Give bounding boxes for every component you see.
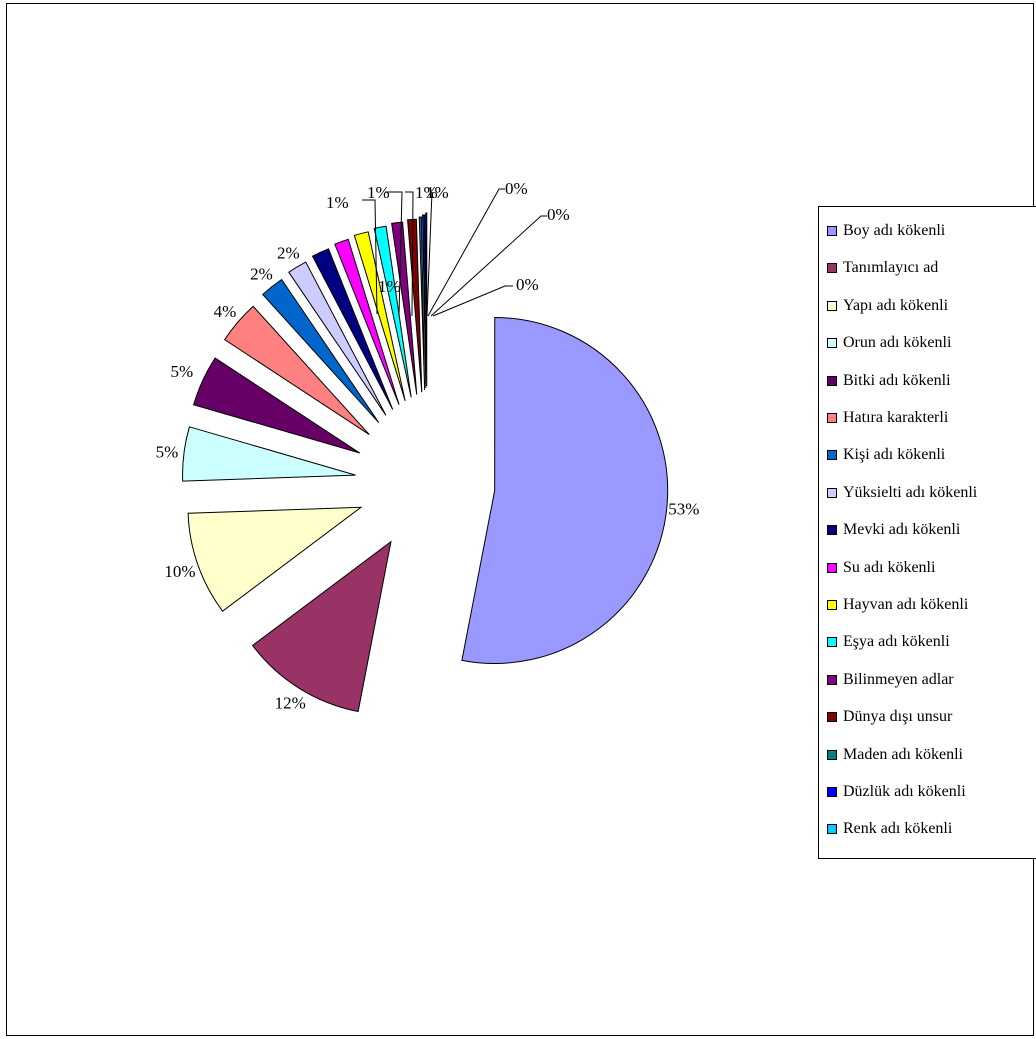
pie-slice-bilinmeyen-adlar — [391, 221, 418, 395]
legend-swatch — [827, 824, 837, 835]
data-label-renk-adi-kokenli: 0% — [516, 275, 539, 294]
legend-label: Mevki adı kökenli — [843, 521, 961, 539]
legend-item-hatira-karakterli: Hatıra karakterli — [827, 408, 948, 428]
legend-swatch — [827, 487, 837, 498]
legend-swatch — [827, 375, 837, 386]
legend-swatch — [827, 674, 837, 685]
legend-label: Hayvan adı kökenli — [843, 596, 969, 613]
legend-label: Boy adı kökenli — [843, 222, 946, 239]
chart-frame: 53% 12% 10% 5% 5% 4% 2% 2% 1% 1% 1% 1% 1% 0% 0% 0% Boy … — [6, 3, 1036, 1036]
pie-slice-yapi-adi-kokenli — [187, 506, 363, 612]
legend-swatch — [827, 749, 837, 760]
pie-slice-kisi-adi-kokenli — [261, 278, 380, 424]
data-label-yuksielti-adi-kokenli: 2% — [277, 243, 300, 262]
legend-item-maden-adi-kokenli: Maden adı kökenli — [827, 745, 963, 765]
legend-label: Bilinmeyen adlar — [843, 670, 954, 688]
legend-item-tanimlayici-ad: Tanımlayıcı ad — [827, 258, 938, 278]
legend-item-hayvan-adi-kokenli: Hayvan adı kökenli — [827, 595, 968, 615]
legend-label: Tanımlayıcı ad — [843, 259, 939, 277]
pie-chart: 53%12%10%5%5%4%2%2%1%1%1% 1%1% 0%0%0% — [156, 179, 700, 713]
data-label-mevki-adi-kokenli: 1% — [326, 193, 349, 212]
legend-label: Eşya adı kökenli — [843, 633, 950, 651]
data-label-boy-adi-kokenli: 53% — [668, 500, 699, 519]
legend-swatch — [827, 637, 837, 648]
legend-swatch — [827, 338, 837, 349]
pie-slice-esya-adi-kokenli — [373, 225, 412, 398]
legend-label: Düzlük adı kökenli — [843, 783, 966, 800]
data-label-su-adi-kokenli: 1% — [378, 277, 401, 296]
legend-swatch — [827, 226, 837, 236]
legend-item-bilinmeyen-adlar: Bilinmeyen adlar — [827, 670, 954, 690]
leader-line — [430, 215, 547, 317]
legend-item-kisi-adi-kokenli: Kişi adı kökenli — [827, 445, 945, 465]
pie-slice-yuksielti-adi-kokenli — [288, 261, 387, 416]
data-label-duzluk-adi-kokenli: 0% — [547, 205, 570, 224]
legend-item-mevki-adi-kokenli: Mevki adı kökenli — [827, 520, 960, 540]
legend-swatch — [827, 600, 837, 610]
data-label-orun-adi-kokenli: 5% — [156, 443, 179, 462]
legend-swatch — [827, 525, 837, 536]
legend-swatch — [827, 300, 837, 311]
legend-label: Su adı kökenli — [843, 558, 936, 576]
legend-label: Yapı adı kökenli — [843, 296, 949, 314]
legend-item-yuksielti-adi-kokenli: Yüksielti adı kökenli — [827, 483, 977, 503]
legend-swatch — [827, 450, 837, 461]
leader-line — [427, 188, 505, 317]
legend-item-boy-adi-kokenli: Boy adı kökenli — [827, 221, 945, 241]
leader-line — [405, 191, 414, 317]
data-label-bilinmeyen-adlar: 1% — [426, 183, 449, 202]
pie-slice-hatira-karakterli — [223, 305, 370, 435]
legend-swatch — [827, 413, 837, 423]
leader-line — [362, 199, 378, 315]
pie-slice-duzluk-adi-kokenli — [422, 214, 427, 389]
legend-label: Renk adı kökenli — [843, 820, 953, 838]
data-label-maden-adi-kokenli: 0% — [505, 179, 528, 198]
legend-item-duzluk-adi-kokenli: Düzlük adı kökenli — [827, 782, 966, 802]
pie-slice-hayvan-adi-kokenli — [353, 231, 406, 401]
data-label-hatira-karakterli: 4% — [214, 302, 237, 321]
legend-swatch — [827, 263, 837, 274]
legend-label: Yüksielti adı kökenli — [843, 483, 978, 501]
legend-label: Kişi adı kökenli — [843, 446, 946, 464]
legend-label: Orun adı kökenli — [843, 334, 952, 352]
pie-slice-su-adi-kokenli — [334, 238, 400, 405]
data-label-kisi-adi-kokenli: 2% — [250, 264, 273, 283]
legend: Boy adı kökenli Tanımlayıcı ad Yapı adı kö… — [818, 206, 1036, 859]
leader-line — [426, 191, 433, 317]
legend-swatch — [827, 562, 837, 573]
pie-slice-maden-adi-kokenli — [418, 216, 426, 391]
legend-label: Dünya dışı unsur — [843, 708, 953, 726]
legend-label: Hatıra karakterli — [843, 409, 949, 426]
data-label-yapi-adi-kokenli: 10% — [164, 562, 195, 581]
legend-item-su-adi-kokenli: Su adı kökenli — [827, 558, 935, 578]
legend-item-bitki-adi-kokenli: Bitki adı kökenli — [827, 371, 951, 391]
legend-swatch — [827, 787, 837, 797]
pie-slice-tanimlayici-ad — [251, 540, 392, 713]
pie-slice-bitki-adi-kokenli — [193, 357, 361, 454]
pie-slice-dunya-disi-unsur — [407, 218, 423, 393]
legend-item-esya-adi-kokenli: Eşya adı kökenli — [827, 632, 950, 652]
legend-item-renk-adi-kokenli: Renk adı kökenli — [827, 819, 952, 839]
legend-item-dunya-disi-unsur: Dünya dışı unsur — [827, 707, 952, 727]
data-label-hayvan-adi-kokenli: 1% — [367, 183, 390, 202]
legend-item-orun-adi-kokenli: Orun adı kökenli — [827, 333, 951, 353]
legend-label: Bitki adı kökenli — [843, 371, 951, 389]
legend-swatch — [827, 712, 837, 723]
data-label-esya-adi-kokenli: 1% — [415, 183, 438, 202]
pie-slice-orun-adi-kokenli — [182, 426, 356, 482]
legend-item-yapi-adi-kokenli: Yapı adı kökenli — [827, 296, 948, 316]
pie-slice-mevki-adi-kokenli — [311, 248, 394, 410]
leader-line — [432, 285, 513, 317]
data-label-tanimlayici-ad: 12% — [275, 694, 306, 713]
pie-slice-boy-adi-kokenli — [461, 316, 669, 664]
data-label-bitki-adi-kokenli: 5% — [170, 362, 193, 381]
legend-label: Maden adı kökenli — [843, 745, 963, 763]
leader-line — [385, 191, 403, 317]
pie-slice-renk-adi-kokenli — [425, 212, 428, 387]
